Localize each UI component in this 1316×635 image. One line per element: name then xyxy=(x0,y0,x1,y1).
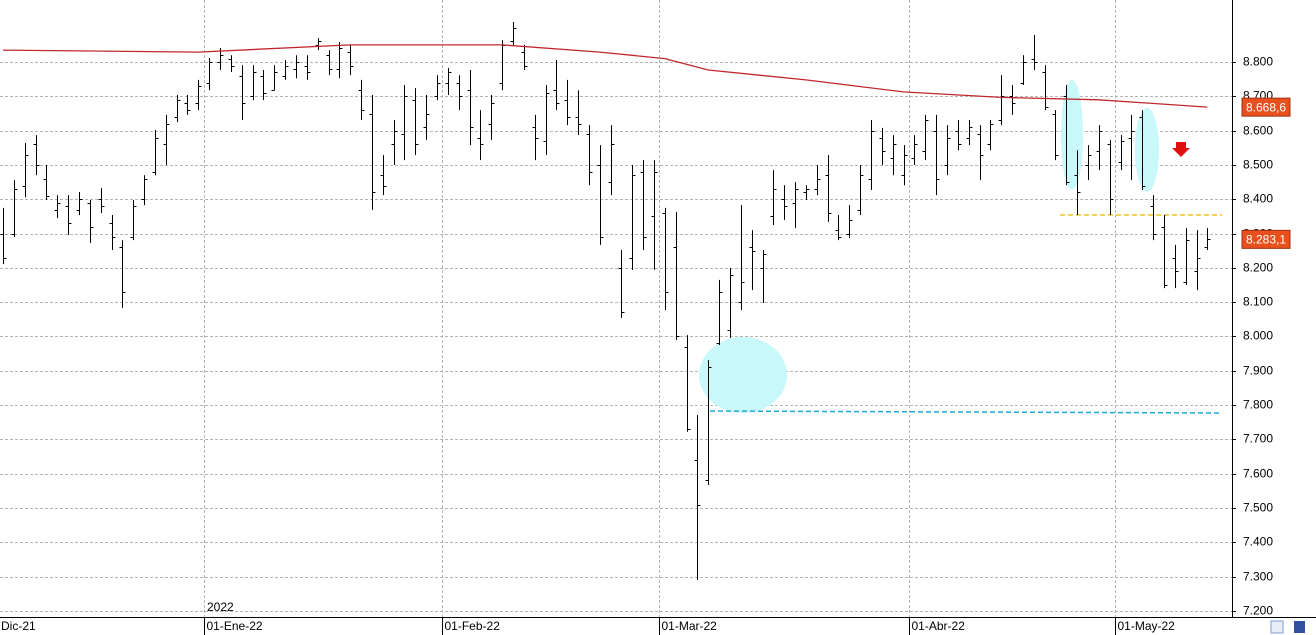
x-tick-label: 01-May-22 xyxy=(1118,619,1176,633)
y-tick-label: 7.700 xyxy=(1243,432,1273,446)
y-tick-label: 8.400 xyxy=(1243,192,1273,206)
y-tick-label: 7.400 xyxy=(1243,535,1273,549)
x-axis-area xyxy=(0,617,1316,635)
last-value-box xyxy=(1241,97,1291,117)
last-value-label: 8.668,6 xyxy=(1246,100,1286,114)
highlight-circle xyxy=(699,337,787,413)
save-icon[interactable] xyxy=(1294,621,1305,633)
last-value-box xyxy=(1241,229,1291,249)
y-tick-label: 8.200 xyxy=(1243,261,1273,275)
x-tick-label: 01-Feb-22 xyxy=(445,619,501,633)
plot xyxy=(0,21,1211,580)
moving-average xyxy=(2,44,1208,108)
x-tick-label: 01-Ene-22 xyxy=(207,619,263,633)
y-tick-label: 8.600 xyxy=(1243,124,1273,138)
y-tick-label: 7.900 xyxy=(1243,364,1273,378)
y-tick-label: 7.600 xyxy=(1243,467,1273,481)
y-tick-label: 8.000 xyxy=(1243,329,1273,343)
y-tick-label: 7.300 xyxy=(1243,570,1273,584)
last-value-label: 8.283,1 xyxy=(1246,233,1286,247)
grid xyxy=(0,0,1232,617)
toolbar-icon[interactable] xyxy=(1270,620,1284,634)
y-tick-label: 8.500 xyxy=(1243,158,1273,172)
x-tick-label: 01-Abr-22 xyxy=(912,619,966,633)
x-tick-label: Dic-21 xyxy=(1,619,36,633)
highlight-ellipse xyxy=(1135,108,1159,192)
y-tick-label: 7.800 xyxy=(1243,398,1273,412)
y-tick-label: 7.200 xyxy=(1243,604,1273,618)
y-tick-label: 8.800 xyxy=(1243,55,1273,69)
y-tick-label: 8.100 xyxy=(1243,295,1273,309)
axes: 7.200 7.300 7.400 7.500 7.600 7.700 7.800 7.900… xyxy=(1,55,1291,635)
support-line xyxy=(709,410,1223,414)
y-tick-label: 7.500 xyxy=(1243,501,1273,515)
down-arrow xyxy=(1172,142,1190,157)
x-tick-label: 01-Mar-22 xyxy=(662,619,718,633)
year-label: 2022 xyxy=(207,600,234,614)
